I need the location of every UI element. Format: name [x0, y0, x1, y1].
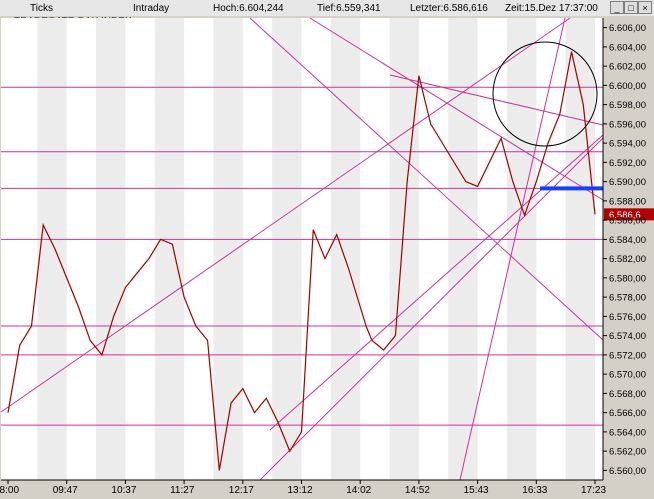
- time-band: [37, 18, 67, 480]
- close-icon[interactable]: ×: [638, 1, 652, 14]
- y-tick-label: 6.604,00: [609, 42, 646, 53]
- x-tick-label: 17:23: [581, 485, 606, 496]
- y-tick-label: 6.568,00: [609, 389, 646, 400]
- trend-line: [269, 134, 604, 431]
- y-tick-label: 6.590,00: [609, 177, 646, 188]
- x-tick-label: 12:17: [229, 485, 254, 496]
- x-tick-label: 16:33: [522, 485, 547, 496]
- time-band: [272, 18, 302, 480]
- x-tick-label: 09:47: [53, 485, 78, 496]
- y-tick-label: 6.586,00: [609, 216, 646, 227]
- time-readout: Zeit:15.Dez 17:37:00: [505, 3, 598, 14]
- y-tick-label: 6.562,00: [609, 447, 646, 458]
- time-band: [565, 18, 595, 480]
- trend-line: [389, 74, 604, 126]
- y-tick-label: 6.580,00: [609, 273, 646, 284]
- last-price-badge: [604, 208, 654, 221]
- x-tick-label: 14:52: [405, 485, 430, 496]
- x-tick-label: 10:37: [111, 485, 136, 496]
- y-tick-label: 6.600,00: [609, 81, 646, 92]
- last-price-label: 6.586,6: [609, 210, 641, 221]
- y-axis: 6.606,00 6.604,00 6.602,00 6.600,00 6.598,00…: [602, 18, 646, 480]
- y-tick-label: 6.566,00: [609, 408, 646, 419]
- ticks-selector[interactable]: Ticks: [30, 3, 53, 14]
- y-tick-label: 6.582,00: [609, 254, 646, 265]
- y-tick-label: 6.564,00: [609, 427, 646, 438]
- x-tick-label: 11:27: [170, 485, 195, 496]
- y-tick-label: 6.570,00: [609, 370, 646, 381]
- trend-line: [309, 17, 604, 201]
- y-tick-label: 6.588,00: [609, 196, 646, 207]
- high-readout: Hoch:6.604,244: [213, 3, 284, 14]
- low-readout: Tief:6.559,341: [317, 3, 381, 14]
- highlight-circle: [492, 41, 598, 147]
- time-band: [154, 18, 185, 480]
- chart-toolbar: Ticks Intraday Hoch:6.604,244 Tief:6.559…: [0, 0, 654, 16]
- time-band: [213, 18, 243, 480]
- y-tick-label: 6.602,00: [609, 62, 646, 73]
- price-series: [7, 51, 596, 471]
- x-tick-label: 13:12: [288, 485, 313, 496]
- x-axis: 08:00 09:47 10:37 11:27 12:17 13:12 14:02 14:52…: [0, 479, 606, 496]
- last-readout: Letzter:6.586,616: [410, 3, 488, 14]
- y-tick-label: 6.574,00: [609, 331, 646, 342]
- trend-line: [259, 137, 604, 481]
- time-band: [448, 18, 478, 480]
- y-tick-label: 6.560,00: [609, 466, 646, 477]
- minimize-icon[interactable]: _: [610, 1, 624, 14]
- time-band: [506, 18, 537, 480]
- time-bands: [37, 18, 595, 480]
- y-tick-label: 6.606,00: [609, 23, 646, 34]
- time-band: [96, 18, 126, 480]
- trend-line: [249, 17, 604, 341]
- x-tick-label: 15:43: [464, 485, 489, 496]
- y-tick-label: 6.596,00: [609, 119, 646, 130]
- trend-lines: [0, 17, 604, 481]
- y-tick-label: 6.594,00: [609, 139, 646, 150]
- time-band: [330, 18, 361, 480]
- price-line: [7, 51, 596, 471]
- trend-line: [0, 17, 571, 413]
- y-tick-label: 6.592,00: [609, 158, 646, 169]
- y-tick-label: 6.576,00: [609, 312, 646, 323]
- annotations: 6.586,6: [492, 41, 654, 221]
- y-tick-label: 6.572,00: [609, 350, 646, 361]
- y-tick-label: 6.584,00: [609, 235, 646, 246]
- trend-line: [459, 17, 566, 481]
- time-band: [389, 18, 419, 480]
- x-tick-label: 14:02: [346, 485, 371, 496]
- x-tick-label: 08:00: [0, 485, 19, 496]
- intraday-selector[interactable]: Intraday: [133, 3, 170, 14]
- y-tick-label: 6.578,00: [609, 293, 646, 304]
- y-tick-label: 6.598,00: [609, 100, 646, 111]
- maximize-icon[interactable]: □: [624, 1, 638, 14]
- window-controls: _ □ ×: [610, 1, 652, 14]
